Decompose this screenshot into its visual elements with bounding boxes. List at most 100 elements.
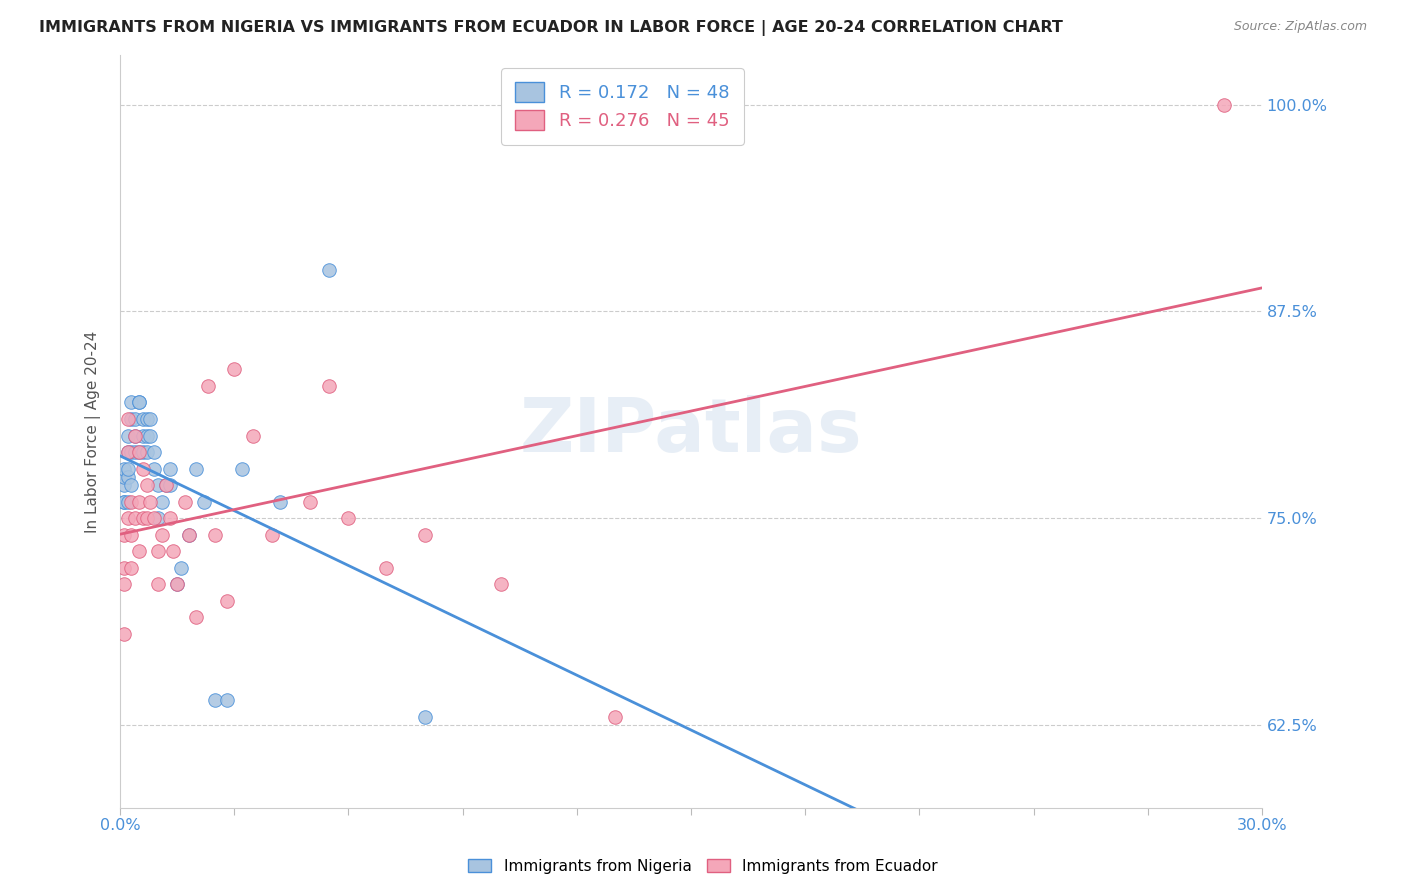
Point [112,561,135,575]
Point [186,610,208,624]
Point [603,709,626,723]
Point [170,561,193,575]
Point [124,412,146,426]
Text: 30.0%: 30.0% [1236,818,1286,833]
Point [121,561,143,575]
Point [135,478,157,492]
Point [117,511,139,525]
Point [375,561,398,575]
Text: Source: ZipAtlas.com: Source: ZipAtlas.com [1233,20,1367,33]
Point [139,428,162,442]
Point [413,709,436,723]
Point [318,263,340,277]
Point [121,412,143,426]
Y-axis label: In Labor Force | Age 20-24: In Labor Force | Age 20-24 [86,330,101,533]
Point [162,544,184,558]
Point [112,470,135,484]
Point [121,494,143,508]
Point [117,470,139,484]
Point [186,461,208,475]
Point [132,428,155,442]
Point [1212,97,1234,112]
Point [489,577,512,591]
Point [112,494,135,508]
Point [117,428,139,442]
Point [204,527,226,541]
Point [121,478,143,492]
Point [143,511,166,525]
Point [112,494,135,508]
Point [269,494,291,508]
Point [177,527,200,541]
Point [146,577,169,591]
Point [193,494,215,508]
Point [204,693,226,707]
Point [112,577,135,591]
Point [318,379,340,393]
Point [262,527,284,541]
Point [128,395,150,409]
Point [124,511,146,525]
Legend: Immigrants from Nigeria, Immigrants from Ecuador: Immigrants from Nigeria, Immigrants from… [463,853,943,880]
Point [117,445,139,459]
Point [139,412,162,426]
Point [128,395,150,409]
Point [112,527,135,541]
Point [166,577,188,591]
Point [121,527,143,541]
Point [128,544,150,558]
Point [159,461,181,475]
Point [112,627,135,641]
Point [139,494,162,508]
Text: IMMIGRANTS FROM NIGERIA VS IMMIGRANTS FROM ECUADOR IN LABOR FORCE | AGE 20-24 CO: IMMIGRANTS FROM NIGERIA VS IMMIGRANTS FR… [39,20,1063,36]
Point [155,478,177,492]
Point [124,428,146,442]
Point [231,461,253,475]
Point [146,478,169,492]
Point [143,461,166,475]
Point [112,478,135,492]
Point [215,594,238,608]
Point [242,428,264,442]
Text: 0.0%: 0.0% [100,818,141,833]
Point [135,511,157,525]
Point [155,478,177,492]
Point [146,511,169,525]
Point [132,461,155,475]
Point [124,428,146,442]
Point [121,395,143,409]
Point [128,445,150,459]
Point [337,511,360,525]
Point [413,527,436,541]
Point [166,577,188,591]
Point [124,445,146,459]
Point [117,445,139,459]
Point [117,494,139,508]
Point [132,511,155,525]
Point [159,511,181,525]
Point [112,461,135,475]
Point [121,445,143,459]
Point [132,412,155,426]
Point [143,445,166,459]
Point [159,478,181,492]
Point [128,445,150,459]
Point [117,412,139,426]
Point [150,527,173,541]
Point [132,445,155,459]
Point [135,428,157,442]
Legend: R = 0.172   N = 48, R = 0.276   N = 45: R = 0.172 N = 48, R = 0.276 N = 45 [501,68,744,145]
Text: ZIPatlas: ZIPatlas [520,395,862,468]
Point [224,362,246,376]
Point [177,527,200,541]
Point [173,494,195,508]
Point [299,494,322,508]
Point [150,494,173,508]
Point [135,445,157,459]
Point [146,544,169,558]
Point [135,412,157,426]
Point [128,494,150,508]
Point [946,842,969,856]
Point [215,693,238,707]
Point [117,461,139,475]
